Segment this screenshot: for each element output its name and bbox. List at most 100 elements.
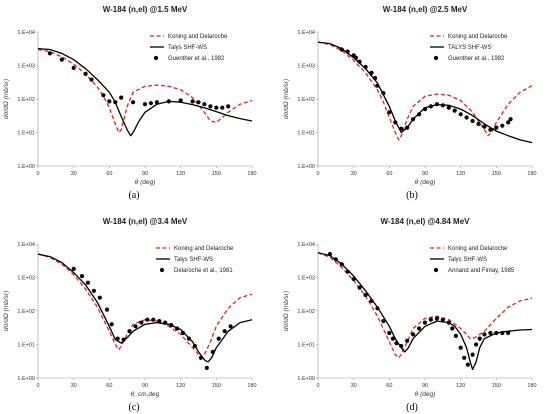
x-tick-label: 120 (456, 383, 465, 389)
data-point (210, 349, 215, 354)
data-point (375, 306, 380, 311)
legend-label: TALYS SHF-WS (448, 45, 491, 51)
y-tick-label: 1.E+03 (297, 64, 315, 70)
data-point (393, 120, 398, 125)
data-point (399, 343, 404, 349)
x-tick-label: 120 (176, 383, 185, 389)
y-tick-label: 1.E+01 (297, 131, 315, 137)
data-point (208, 104, 213, 109)
data-point (446, 320, 451, 325)
y-tick-label: 1.E+00 (297, 376, 315, 382)
data-point (71, 65, 76, 70)
legend-label: Talys SHF-WS (174, 257, 213, 263)
data-point (79, 274, 85, 279)
legend-label: Koning and Delaroche (174, 246, 234, 252)
data-point (131, 100, 136, 105)
series-line-talys (37, 47, 253, 137)
series-line-koning-delaroche (317, 252, 533, 359)
y-tick-label: 1.E+00 (17, 376, 35, 382)
panel-tag-b: (b) (406, 190, 418, 201)
data-point (458, 112, 463, 117)
data-point (71, 266, 76, 271)
data-point (381, 319, 386, 324)
y-tick-label: 1.E+04 (297, 30, 315, 36)
data-point (411, 332, 416, 337)
data-point (405, 125, 410, 130)
data-point (169, 323, 174, 328)
x-tick-label: 0 (316, 171, 319, 177)
data-point (494, 330, 499, 336)
y-tick-label: 1.E+02 (297, 97, 315, 103)
data-point (339, 262, 344, 267)
legend-label: Koning and Delaroche (448, 34, 508, 40)
data-point (339, 47, 344, 52)
data-point (145, 317, 150, 322)
legend-marker (159, 267, 165, 273)
chart-title: W-184 (n,el) @3.4 MeV (103, 217, 188, 226)
data-point (488, 127, 493, 132)
data-point (399, 126, 404, 131)
y-axis-title: dσ/dΩ (mb/sr) (283, 79, 290, 119)
data-point (417, 112, 422, 117)
x-tick-label: 30 (71, 171, 77, 177)
legend-label: Guenther et al., 1982 (168, 56, 225, 62)
data-point (440, 103, 445, 108)
y-axis-title: dσ/dΩ (mb/sr) (283, 291, 290, 331)
data-point (119, 95, 124, 100)
data-point (369, 70, 374, 75)
data-point (186, 336, 192, 341)
data-point (508, 117, 513, 122)
legend-label: Koning and Delaroche (448, 246, 508, 252)
data-point (113, 100, 118, 105)
data-point (464, 115, 469, 120)
x-tick-label: 60 (106, 383, 112, 389)
y-tick-label: 1.E+02 (17, 97, 35, 103)
data-point (198, 355, 203, 360)
series-line-koning-delaroche (317, 41, 533, 141)
y-axis-title: dσ/dΩ (mb/sr) (3, 291, 10, 331)
data-point (363, 64, 368, 70)
data-point (434, 316, 439, 321)
data-point (345, 49, 350, 54)
data-point (196, 100, 201, 105)
data-point (363, 292, 368, 298)
data-point (470, 118, 475, 124)
data-point (428, 317, 433, 322)
data-point (476, 121, 481, 126)
data-point (373, 76, 378, 81)
x-tick-label: 150 (492, 171, 501, 177)
panel-tag-d: (d) (406, 402, 418, 413)
x-axis-title: θ (deg) (415, 391, 436, 398)
data-point (163, 320, 168, 325)
data-point (488, 330, 493, 336)
series-line-koning-delaroche (37, 253, 253, 359)
data-point (202, 102, 207, 107)
panel-tag-c: (c) (128, 402, 139, 413)
x-tick-label: 180 (247, 383, 256, 389)
x-tick-label: 120 (176, 171, 185, 177)
x-tick-label: 180 (527, 383, 536, 389)
y-tick-label: 1.E+00 (297, 164, 315, 170)
series-line-talys (37, 253, 253, 363)
x-tick-label: 0 (36, 171, 39, 177)
data-point (387, 330, 392, 336)
data-point (204, 365, 209, 370)
y-tick-label: 1.E+03 (17, 64, 35, 70)
x-tick-label: 30 (71, 383, 77, 389)
y-tick-label: 1.E+01 (17, 343, 35, 349)
data-point (500, 123, 505, 128)
data-point (446, 105, 451, 110)
data-point (91, 288, 96, 293)
data-point (107, 99, 112, 104)
data-point (220, 105, 225, 110)
data-point (411, 117, 416, 122)
data-point (139, 320, 144, 325)
chart-panel-d: W-184 (n,el) @4.84 MeV 1.E+00 1.E+01 1.E+02… (283, 217, 537, 398)
x-tick-label: 90 (142, 383, 148, 389)
chart-title: W-184 (n,el) @2.5 MeV (383, 5, 468, 14)
data-point (97, 295, 102, 300)
data-point (440, 317, 445, 322)
data-point (405, 338, 410, 343)
x-tick-label: 180 (247, 171, 256, 177)
